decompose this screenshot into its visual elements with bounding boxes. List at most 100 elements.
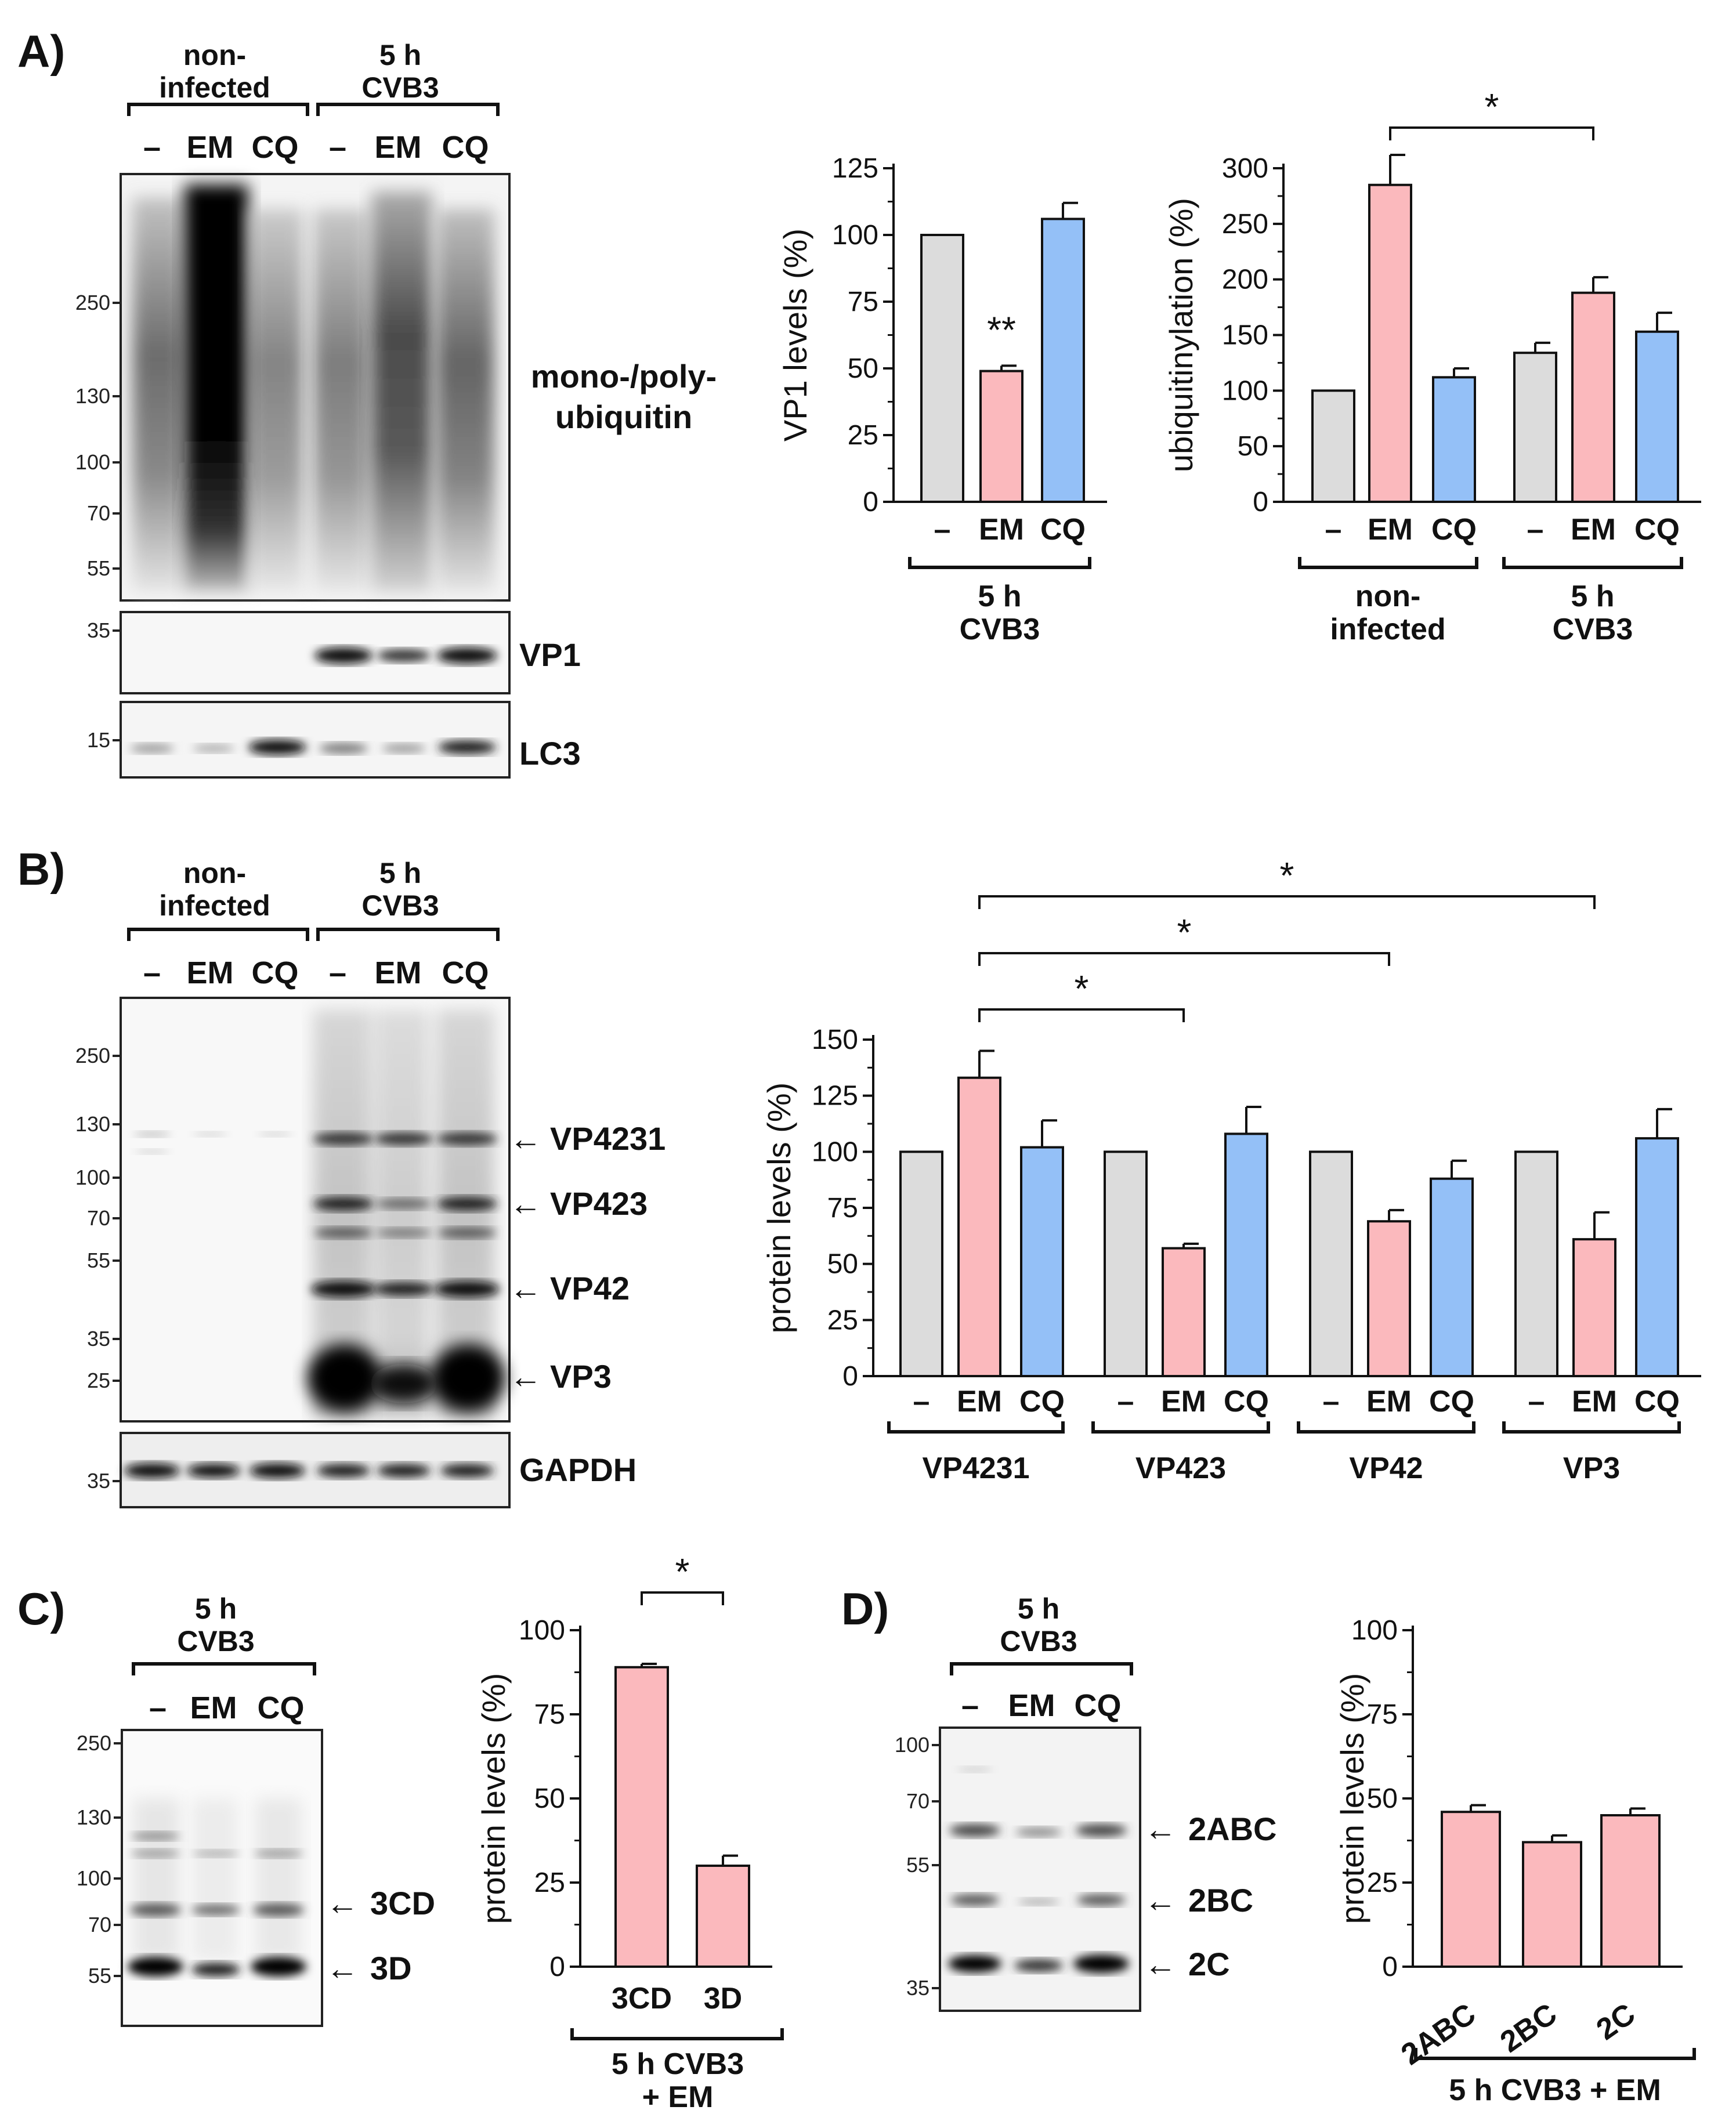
lane-label: CQ [252, 955, 299, 990]
bar [1522, 1841, 1582, 1968]
significance-bracket [641, 1591, 724, 1605]
y-tick-label: 50 [534, 1783, 565, 1814]
group-bracket [887, 1421, 1065, 1434]
blot-label-vp1: VP1 [519, 636, 581, 673]
marker-label: 130 [75, 384, 110, 408]
group-bracket [908, 557, 1091, 569]
blot-label-3d: 3D [370, 1950, 412, 1986]
markers-capsid [113, 1055, 121, 1382]
marker-label: 70 [87, 1206, 110, 1230]
group-label-line2: + EM [642, 2080, 714, 2114]
y-tick-label: 0 [842, 1361, 858, 1392]
blot-label-lc3: LC3 [519, 735, 581, 772]
bar [1635, 1137, 1679, 1377]
marker-label: 250 [77, 1731, 111, 1755]
y-tick-label: 0 [549, 1952, 565, 1982]
x-category-label: – [934, 513, 951, 546]
bar [1104, 1150, 1148, 1378]
blot-label-3cd: 3CD [370, 1885, 435, 1921]
bar [1162, 1247, 1206, 1378]
chart-d-group: 5 h CVB3 + EM [1414, 2048, 1696, 2107]
arrow-icon: ← [1144, 1946, 1177, 1982]
blot-label-ubiquitin-line1: mono-/poly- [531, 358, 717, 394]
y-tick-label: 25 [848, 420, 878, 451]
y-tick-label: 75 [827, 1193, 858, 1224]
blot-label-2abc: 2ABC [1188, 1811, 1276, 1847]
group-label-line1: 5 h [978, 580, 1021, 613]
blot-label-ubiquitin-line2: ubiquitin [555, 399, 692, 435]
panel-c-blot: 5 h CVB3 – EM CQ 250 [77, 1592, 435, 2027]
3d-bands [128, 1798, 306, 1977]
chart-b-groups [887, 1421, 1681, 1434]
y-axis-label: protein levels (%) [1334, 1673, 1370, 1924]
vp1-bands [314, 647, 497, 664]
group-bracket [1091, 1421, 1270, 1434]
group-label: VP4231 [922, 1452, 1029, 1485]
marker-label: 100 [75, 450, 110, 474]
x-category-label: CQ [1634, 513, 1680, 546]
bar [1514, 1150, 1558, 1378]
arrow-icon: ← [1144, 1882, 1177, 1919]
bar [1309, 1150, 1353, 1378]
x-category-label: CQ [1429, 1385, 1474, 1418]
bracket-cvb3 [316, 928, 500, 941]
marker-label: 250 [75, 291, 110, 314]
2c-bands [948, 1767, 1129, 1973]
x-category-label: – [913, 1385, 930, 1418]
y-tick-label: 50 [827, 1249, 858, 1280]
markers-3d [114, 1742, 122, 1977]
y-tick-label: 250 [1222, 209, 1268, 240]
condition-cvb3-line2: CVB3 [361, 71, 439, 104]
bar [1441, 1811, 1501, 1968]
marker-label: 100 [895, 1733, 930, 1757]
y-tick-label: 200 [1222, 265, 1268, 295]
blot-label-2bc: 2BC [1188, 1882, 1253, 1919]
lane-label: – [961, 1688, 979, 1723]
lane-label: CQ [252, 130, 299, 165]
condition-cvb3-line1: 5 h [379, 39, 421, 71]
group-label: VP42 [1349, 1452, 1423, 1485]
lane-label: EM [375, 955, 422, 990]
blot-label-vp423: VP423 [550, 1185, 648, 1222]
x-category-label: 2C [1590, 1997, 1641, 2047]
x-category-label: EM [1571, 513, 1616, 546]
group-label-line1: non- [1355, 580, 1421, 613]
x-category-label: 3CD [612, 1982, 672, 2015]
marker-label: 35 [87, 1327, 110, 1351]
x-category-label: EM [1368, 513, 1413, 546]
group-label-line1: 5 h [1571, 580, 1614, 613]
significance-annotation: ** [987, 309, 1016, 350]
significance-bracket [978, 895, 1596, 909]
bar [614, 1666, 669, 1968]
group-label: 5 h CVB3 + EM [1449, 2073, 1661, 2107]
x-category-label: EM [1572, 1385, 1617, 1418]
condition-cvb3-line1: 5 h [1018, 1592, 1059, 1625]
x-category-label: CQ [1040, 513, 1086, 546]
marker-label: 25 [87, 1369, 110, 1392]
marker-label: 15 [87, 728, 110, 752]
arrow-icon: ← [509, 1120, 542, 1157]
arrow-icon: ← [326, 1950, 359, 1986]
bar [957, 1076, 1001, 1377]
arrow-icon: ← [1144, 1811, 1177, 1847]
y-tick-label: 25 [534, 1867, 565, 1898]
marker-label: 100 [77, 1866, 111, 1890]
x-category-label: EM [979, 513, 1024, 546]
group-bracket [1502, 1421, 1681, 1434]
condition-cvb3-line2: CVB3 [177, 1625, 254, 1657]
lane-label: – [149, 1691, 167, 1725]
marker-label: 70 [88, 1913, 111, 1937]
significance-star: * [1485, 86, 1499, 128]
blot-label-vp4231: VP4231 [550, 1120, 666, 1157]
lane-label: EM [190, 1691, 237, 1725]
x-category-label: CQ [1019, 1385, 1065, 1418]
x-category-label: – [1117, 1385, 1134, 1418]
condition-noninfected-line1: non- [183, 857, 246, 889]
x-category-label: 2BC [1494, 1997, 1563, 2059]
condition-noninfected-line2: infected [159, 889, 270, 922]
y-tick-label: 125 [812, 1081, 858, 1112]
y-axis-label: protein levels (%) [761, 1083, 797, 1334]
x-category-label: – [1528, 1385, 1545, 1418]
